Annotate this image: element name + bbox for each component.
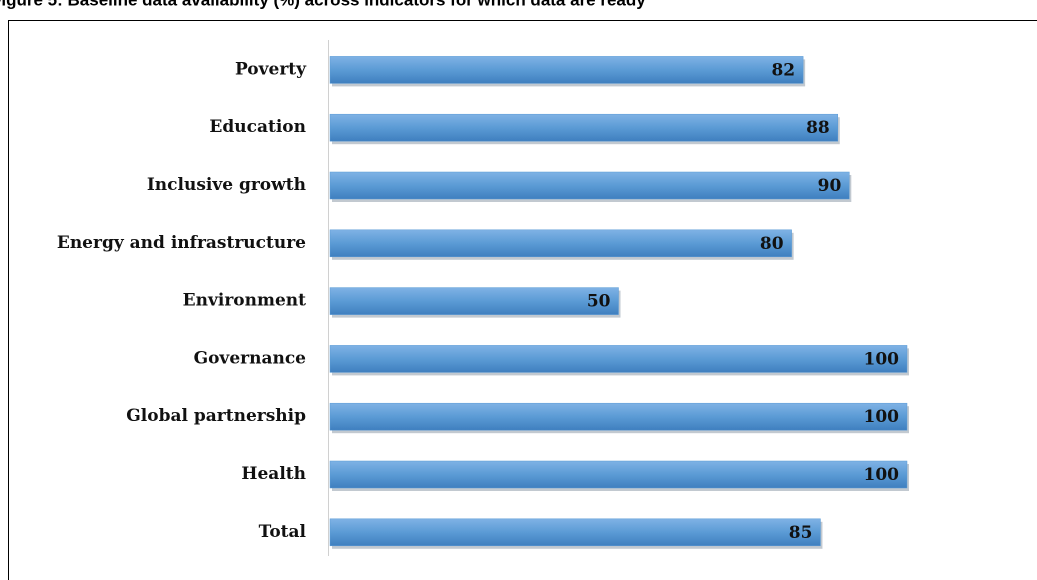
y-tick-label: Inclusive growth — [147, 175, 306, 195]
value-label: 90 — [818, 176, 842, 196]
y-tick-label: Energy and infrastructure — [57, 233, 306, 253]
value-label: 82 — [771, 60, 795, 80]
value-label: 50 — [587, 292, 611, 312]
bar — [329, 56, 804, 84]
bar — [329, 287, 619, 315]
y-tick-label: Global partnership — [126, 406, 306, 426]
value-label: 100 — [864, 407, 900, 427]
value-label: 100 — [864, 465, 900, 485]
y-tick-label: Environment — [183, 291, 306, 311]
value-label: 100 — [864, 349, 900, 369]
bar — [329, 345, 908, 373]
y-tick-label: Total — [259, 522, 307, 542]
y-tick-label: Education — [209, 117, 306, 137]
bar — [329, 402, 908, 431]
value-label: 88 — [806, 118, 830, 138]
y-tick-label: Governance — [194, 348, 307, 368]
y-tick-label: Health — [241, 464, 306, 484]
value-label: 85 — [789, 523, 813, 543]
chart-title: Figure 5: Baseline data availability (%)… — [0, 0, 646, 9]
bar — [329, 171, 850, 200]
chart-border — [8, 20, 1037, 580]
bar — [329, 113, 839, 142]
bar — [329, 229, 792, 258]
bar — [329, 518, 821, 547]
y-tick-label: Poverty — [235, 59, 307, 79]
bar — [329, 460, 908, 489]
value-label: 80 — [760, 234, 784, 254]
